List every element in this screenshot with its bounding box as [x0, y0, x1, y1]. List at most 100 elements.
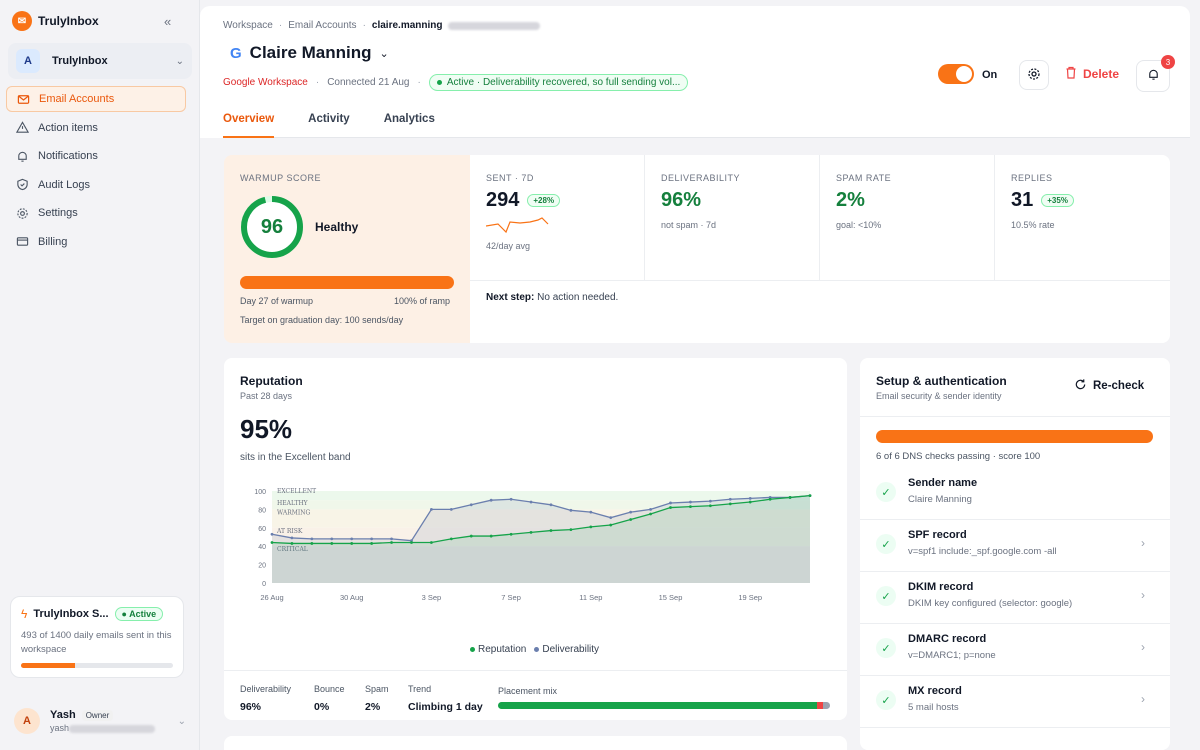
data-point-reputation	[410, 541, 413, 544]
brand[interactable]: ✉ TrulyInbox	[12, 11, 99, 31]
user-menu[interactable]: A Yash Owner yash ⌄	[14, 703, 186, 739]
warmup-target: Target on graduation day: 100 sends/day	[240, 315, 404, 325]
card-icon	[15, 235, 29, 249]
warmup-score-card: WARMUP SCORE 96 Healthy Day 27 of warmup…	[224, 155, 470, 343]
sidebar-item-audit-logs[interactable]: Audit Logs	[6, 172, 186, 198]
data-point-reputation	[449, 537, 453, 541]
bell-icon	[15, 149, 29, 163]
band-label: AT RISK	[276, 528, 303, 535]
stat-sub: 10.5% rate	[1011, 220, 1055, 230]
account-switcher[interactable]: G Claire Manning ⌄	[230, 43, 389, 63]
band-label: HEALTHY	[277, 500, 309, 507]
notifications-button[interactable]: 3	[1136, 55, 1175, 92]
sidebar-item-settings[interactable]: Settings	[6, 200, 186, 226]
footer-stat-value: 2%	[365, 701, 381, 713]
sidebar-item-billing[interactable]: Billing	[6, 229, 186, 255]
band-excellent	[272, 491, 810, 501]
check-spf[interactable]: ✓ SPF record v=spf1 include:_spf.google.…	[860, 520, 1170, 572]
legend-item-deliverability[interactable]: Deliverability	[534, 644, 599, 655]
chevron-right-icon: ›	[1141, 536, 1145, 550]
workspace-avatar: A	[16, 49, 40, 73]
check-value: v=spf1 include:_spf.google.com -all	[908, 546, 1057, 557]
settings-button[interactable]	[1019, 60, 1049, 90]
sidebar-item-label: Notifications	[38, 150, 98, 162]
delete-button[interactable]: Delete	[1065, 66, 1119, 82]
workspace-switcher[interactable]: A TrulyInbox ⌄	[8, 43, 192, 79]
redacted-email	[69, 724, 156, 733]
data-point-reputation	[748, 500, 752, 504]
check-name: DMARC record	[908, 633, 987, 645]
placement-mix-segment-other	[823, 702, 830, 709]
sending-toggle[interactable]	[938, 64, 974, 84]
reputation-value: 95%	[240, 414, 293, 444]
chevron-right-icon: ›	[1141, 692, 1145, 706]
delta-badge: +28%	[527, 194, 561, 207]
data-point-deliverability	[529, 500, 533, 504]
x-tick-label: 3 Sep	[422, 593, 442, 602]
check-icon: ✓	[876, 482, 896, 502]
data-point-deliverability	[689, 500, 692, 504]
check-mx[interactable]: ✓ MX record 5 mail hosts ›	[860, 676, 1170, 728]
check-name: MX record	[908, 685, 962, 697]
chevron-down-icon: ⌄	[177, 715, 186, 727]
x-tick-label: 26 Aug	[260, 593, 283, 602]
data-point-deliverability	[509, 497, 513, 501]
tab-bar: Overview Activity Analytics	[223, 101, 1190, 138]
data-point-reputation	[589, 525, 593, 529]
check-dkim[interactable]: ✓ DKIM record DKIM key configured (selec…	[860, 572, 1170, 624]
main-content: Workspace · Email Accounts · claire.mann…	[200, 6, 1192, 750]
legend-item-reputation[interactable]: Reputation	[470, 644, 526, 655]
sidebar-item-notifications[interactable]: Notifications	[6, 143, 186, 169]
check-icon: ✓	[876, 586, 896, 606]
data-point-deliverability	[430, 508, 433, 511]
data-point-deliverability	[728, 497, 732, 501]
check-dmarc[interactable]: ✓ DMARC record v=DMARC1; p=none ›	[860, 624, 1170, 676]
data-point-deliverability	[589, 510, 593, 514]
status-text: Active · Deliverability recovered, so fu…	[446, 77, 681, 88]
stat-label: SENT · 7D	[486, 173, 534, 183]
stats-panel: SENT · 7D 294 +28% 42/day avg DELIVERABIL…	[470, 155, 1170, 343]
data-point-deliverability	[649, 508, 652, 511]
tab-analytics[interactable]: Analytics	[383, 113, 435, 125]
data-point-deliverability	[629, 510, 633, 514]
tab-activity[interactable]: Activity	[308, 113, 350, 125]
divider	[470, 280, 1170, 281]
sidebar-item-action-items[interactable]: Action items	[6, 115, 186, 141]
plan-usage-card[interactable]: ϟ TrulyInbox S... ● Active 493 of 1400 d…	[10, 596, 184, 678]
collapse-sidebar-icon[interactable]: «	[164, 14, 172, 29]
band-warming	[272, 509, 810, 528]
placement-mix-segment-inbox	[498, 702, 817, 709]
data-point-deliverability	[748, 496, 752, 500]
redacted-email	[448, 21, 541, 30]
check-name: SPF record	[908, 529, 967, 541]
chevron-right-icon: ›	[1141, 588, 1145, 602]
footer-stat-bounce: Bounce 0%	[314, 684, 345, 713]
footer-stat-label: Deliverability	[240, 684, 292, 694]
check-icon: ✓	[876, 690, 896, 710]
warning-icon	[15, 121, 29, 135]
breadcrumb-current: claire.manning	[371, 20, 443, 31]
legend-label: Reputation	[478, 644, 527, 655]
breadcrumb-item[interactable]: Workspace	[223, 20, 273, 31]
band-healthy	[272, 500, 810, 510]
google-icon: G	[230, 44, 242, 62]
warmup-score-ring	[241, 196, 303, 258]
sidebar-item-label: Action items	[38, 121, 98, 134]
sidebar-item-label: Email Accounts	[39, 93, 115, 105]
check-sender-name: ✓ Sender name Claire Manning	[860, 468, 1170, 520]
warmup-ramp: 100% of ramp	[394, 296, 451, 306]
data-point-deliverability	[390, 537, 393, 541]
sidebar-item-label: Billing	[38, 235, 68, 248]
recheck-button[interactable]: Re-check	[1074, 378, 1144, 394]
data-point-deliverability	[350, 537, 354, 541]
sidebar-item-email-accounts[interactable]: Email Accounts	[6, 86, 186, 112]
divider	[860, 416, 1170, 417]
data-point-deliverability	[449, 508, 453, 511]
data-point-reputation	[310, 542, 314, 545]
breadcrumb-item[interactable]: Email Accounts	[288, 20, 357, 31]
footer-stat-value: Climbing 1 day	[408, 701, 483, 713]
status-badge: Active · Deliverability recovered, so fu…	[428, 74, 689, 91]
data-point-deliverability	[330, 537, 334, 541]
tab-overview[interactable]: Overview	[223, 101, 275, 138]
check-name: Sender name	[908, 477, 978, 489]
